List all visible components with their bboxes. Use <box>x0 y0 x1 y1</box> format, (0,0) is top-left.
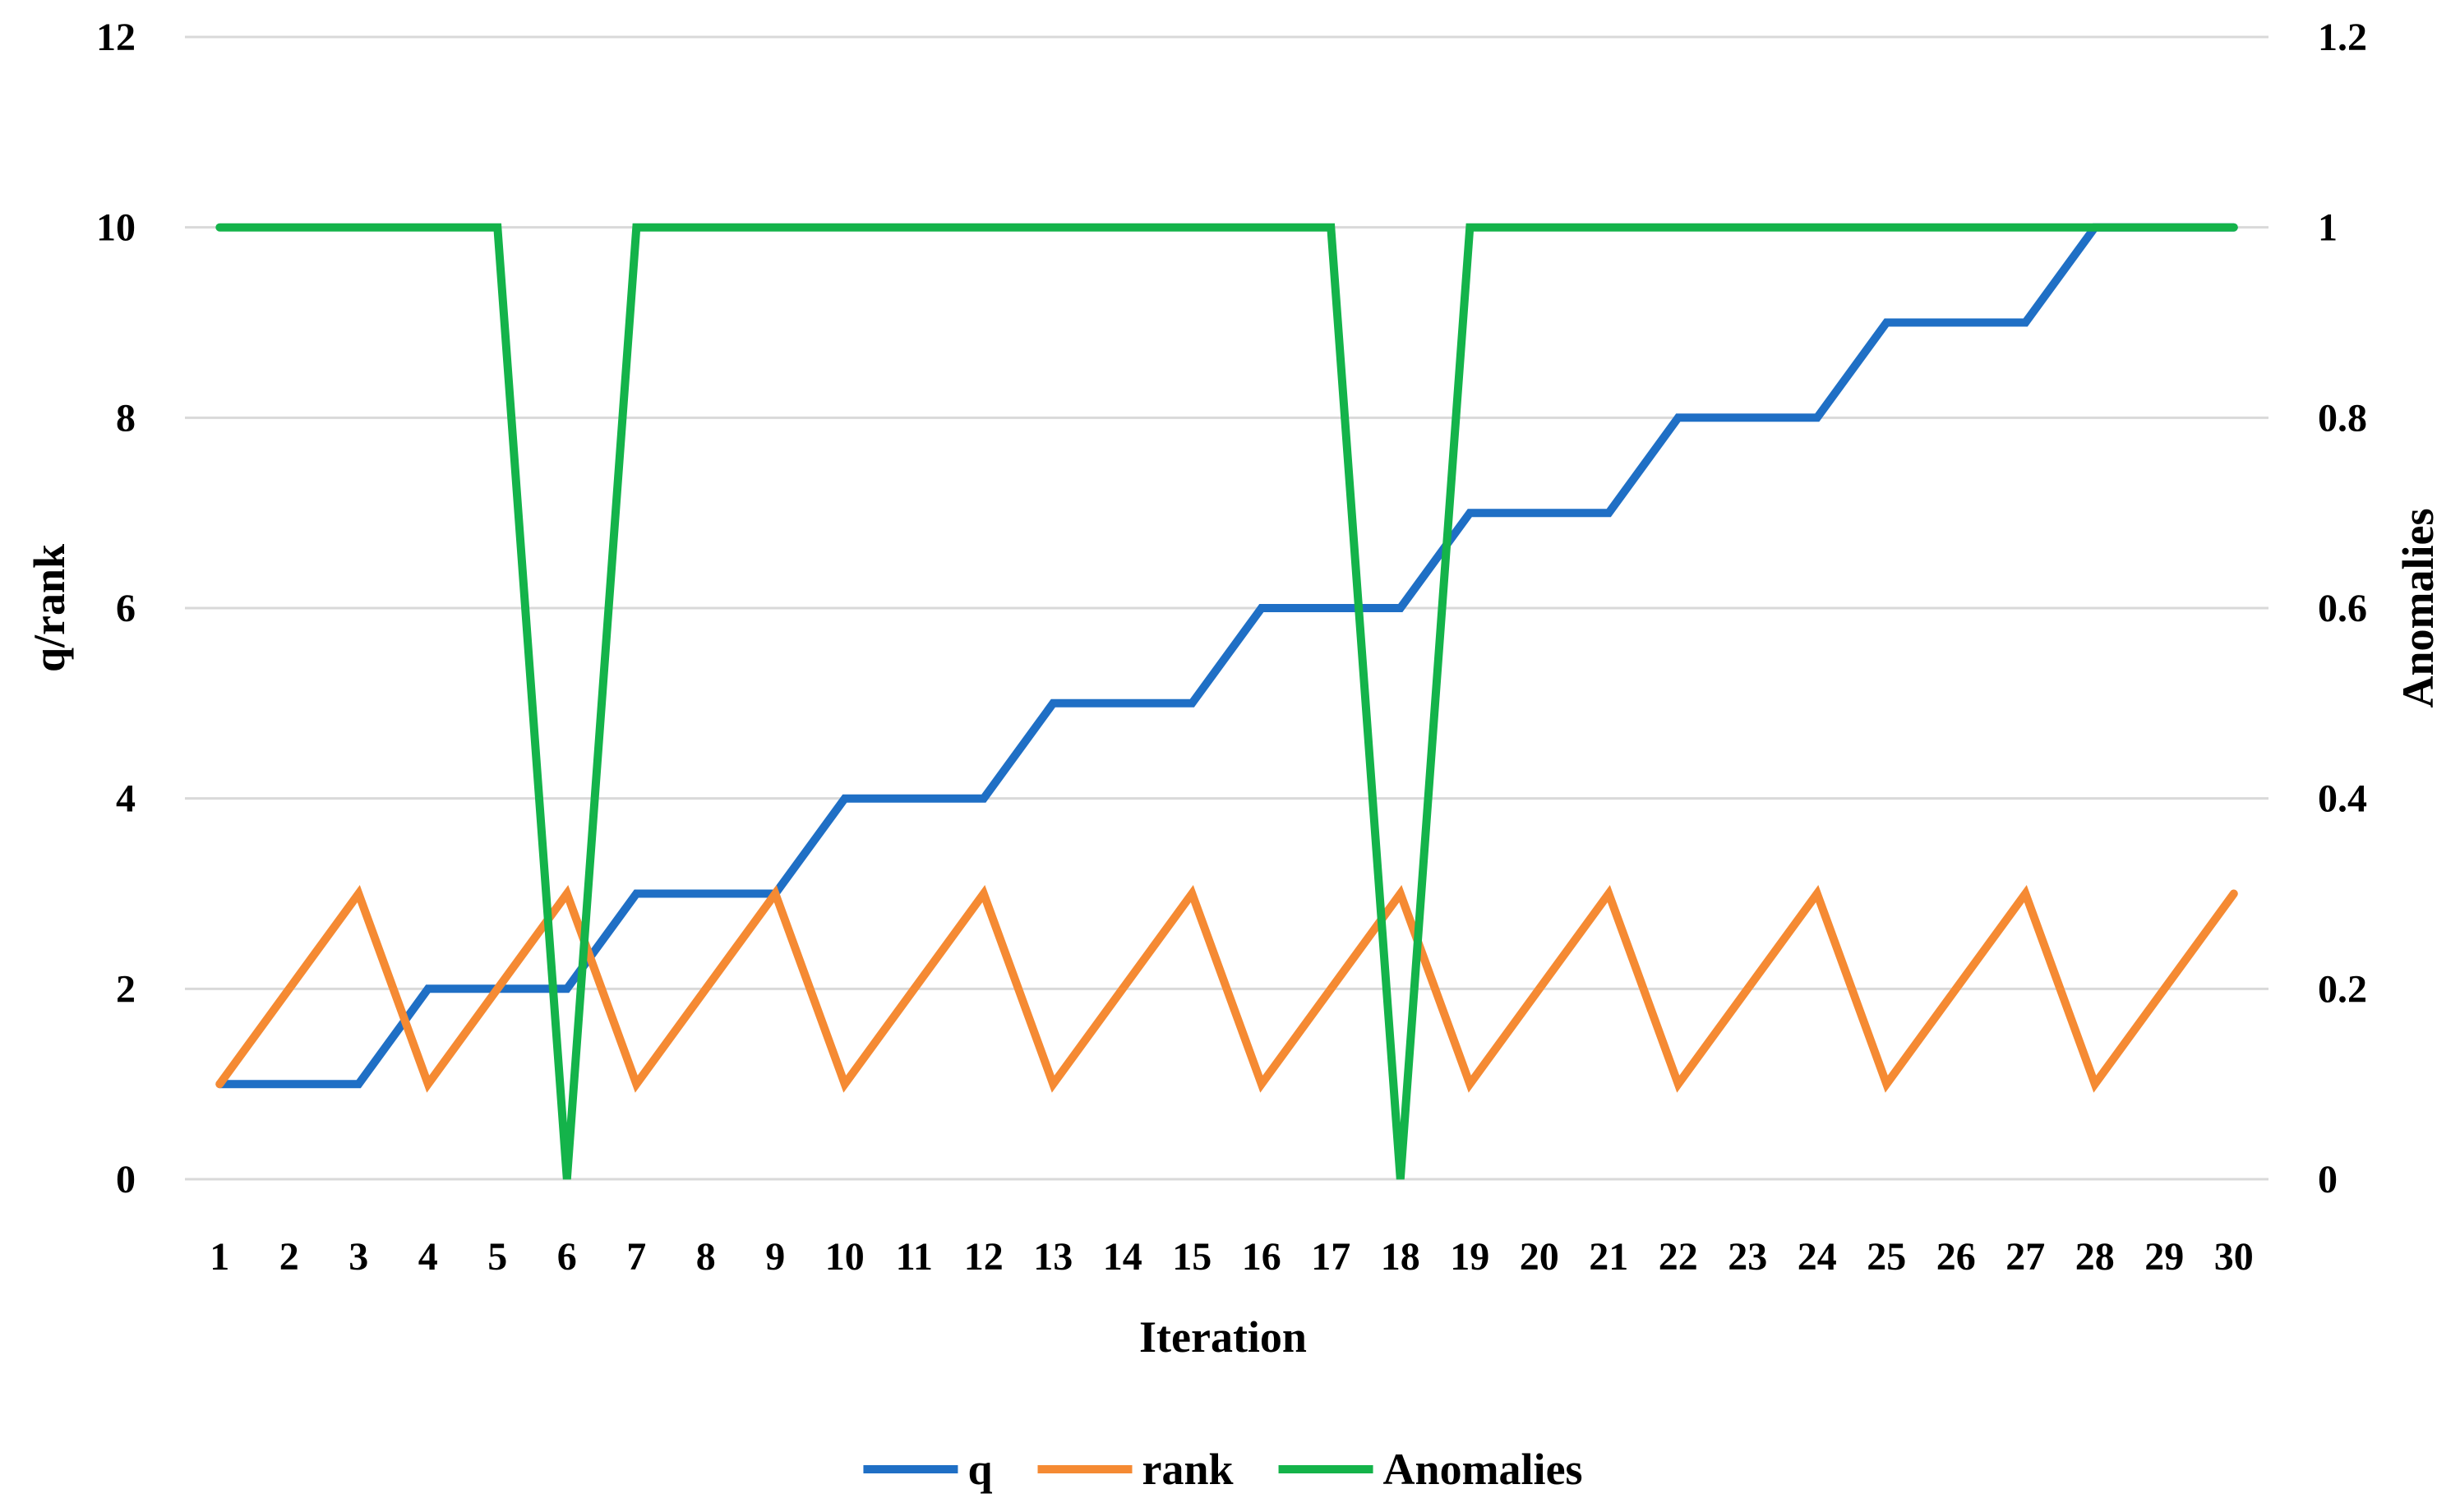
x-tick-label: 11 <box>896 1235 933 1279</box>
x-tick-label: 14 <box>1103 1235 1142 1279</box>
x-tick-label: 13 <box>1033 1235 1073 1279</box>
series-lines <box>215 223 2238 1180</box>
right-axis-ticks: 0 0.2 0.4 0.6 0.8 1 1.2 <box>2318 16 2367 1201</box>
x-tick-label: 3 <box>348 1235 368 1279</box>
x-tick-label: 22 <box>1659 1235 1698 1279</box>
y-right-tick-label: 0.8 <box>2318 396 2367 440</box>
x-tick-label: 17 <box>1311 1235 1350 1279</box>
x-tick-label: 4 <box>418 1235 438 1279</box>
y-right-tick-label: 1.2 <box>2318 16 2367 59</box>
y-left-tick-label: 2 <box>116 967 136 1011</box>
x-tick-label: 6 <box>557 1235 577 1279</box>
y-right-axis-title: Anomalies <box>2393 509 2443 708</box>
gridlines <box>185 35 2268 1181</box>
x-tick-label: 29 <box>2144 1235 2184 1279</box>
y-right-tick-label: 0.2 <box>2318 967 2367 1011</box>
x-tick-label: 9 <box>765 1235 785 1279</box>
legend: q rank Anomalies <box>863 1445 1583 1494</box>
x-tick-label: 7 <box>626 1235 646 1279</box>
y-left-axis-title: q/rank <box>25 544 74 672</box>
x-tick-label: 15 <box>1172 1235 1212 1279</box>
x-tick-label: 23 <box>1728 1235 1767 1279</box>
x-tick-label: 28 <box>2075 1235 2115 1279</box>
y-left-tick-label: 0 <box>116 1158 136 1201</box>
x-tick-label: 10 <box>825 1235 865 1279</box>
x-tick-label: 25 <box>1867 1235 1906 1279</box>
x-tick-label: 2 <box>279 1235 299 1279</box>
x-tick-label: 30 <box>2214 1235 2254 1279</box>
legend-label-rank: rank <box>1142 1445 1234 1494</box>
x-tick-label: 27 <box>2005 1235 2045 1279</box>
y-right-tick-label: 0 <box>2318 1158 2338 1201</box>
x-tick-label: 12 <box>964 1235 1004 1279</box>
y-right-tick-label: 0.6 <box>2318 587 2367 630</box>
x-tick-label: 24 <box>1798 1235 1837 1279</box>
y-left-tick-label: 12 <box>96 16 136 59</box>
x-axis-ticks: 1 2 3 4 5 6 7 8 9 10 11 12 13 14 15 16 17 18 19 20 21 22 23 24 2… <box>210 1235 2254 1279</box>
x-axis-title: Iteration <box>1139 1312 1307 1362</box>
legend-label-q: q <box>967 1445 992 1494</box>
y-left-tick-label: 8 <box>116 396 136 440</box>
y-left-tick-label: 10 <box>96 206 136 250</box>
y-left-tick-label: 4 <box>116 777 136 821</box>
y-left-tick-label: 6 <box>116 587 136 630</box>
left-axis-ticks: 0 2 4 6 8 10 12 <box>96 16 136 1201</box>
x-tick-label: 20 <box>1520 1235 1559 1279</box>
y-right-tick-label: 0.4 <box>2318 777 2367 821</box>
y-right-tick-label: 1 <box>2318 206 2338 250</box>
x-tick-label: 18 <box>1381 1235 1420 1279</box>
x-tick-label: 26 <box>1936 1235 1976 1279</box>
x-tick-label: 8 <box>696 1235 716 1279</box>
x-tick-label: 16 <box>1242 1235 1281 1279</box>
series-line-rank <box>215 884 2238 1093</box>
x-tick-label: 21 <box>1589 1235 1628 1279</box>
series-line-anomalies <box>215 223 2238 1180</box>
legend-label-anomalies: Anomalies <box>1383 1445 1583 1494</box>
x-tick-label: 5 <box>487 1235 507 1279</box>
x-tick-label: 19 <box>1450 1235 1489 1279</box>
x-tick-label: 1 <box>210 1235 229 1279</box>
